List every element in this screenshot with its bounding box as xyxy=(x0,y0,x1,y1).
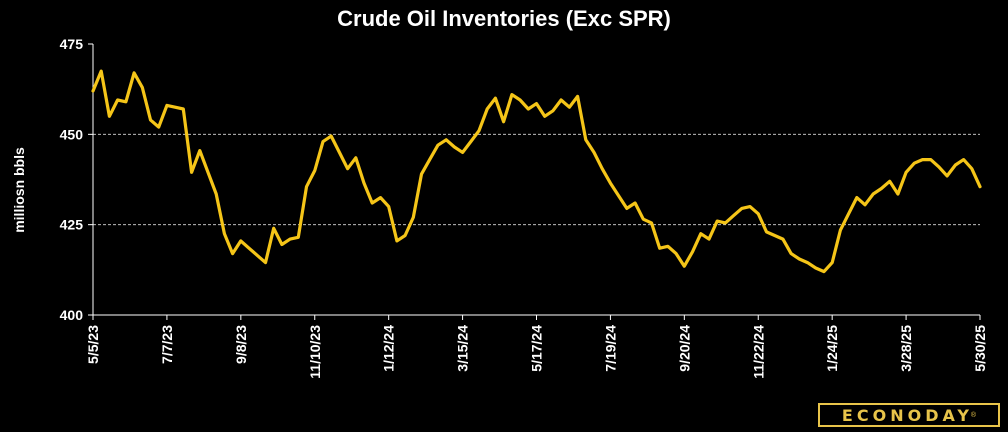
registered-mark: ® xyxy=(970,411,977,419)
x-tick-label: 7/19/24 xyxy=(602,325,618,372)
y-tick-label: 425 xyxy=(60,217,84,233)
brand-name: ECONODAY xyxy=(841,405,973,425)
x-tick-label: 7/7/23 xyxy=(159,325,175,364)
x-tick-label: 3/15/24 xyxy=(455,325,471,372)
x-tick-label: 5/30/25 xyxy=(972,325,988,372)
y-tick-label: 400 xyxy=(60,307,84,323)
y-tick-label: 475 xyxy=(60,36,84,52)
x-tick-label: 11/10/23 xyxy=(307,325,323,379)
axes xyxy=(88,43,981,320)
y-tick-label: 450 xyxy=(60,126,84,142)
grid-lines xyxy=(93,133,980,226)
series-line xyxy=(91,69,982,274)
x-tick-label: 1/24/25 xyxy=(824,325,840,372)
x-tick-label: 1/12/24 xyxy=(381,325,397,372)
x-tick-label: 11/22/24 xyxy=(750,325,766,379)
x-tick-label: 5/5/23 xyxy=(85,325,101,364)
chart-title: Crude Oil Inventories (Exc SPR) xyxy=(337,6,671,31)
tick-labels: 400 425 450 475 5/5/23 7/7/23 9/8/23 11/10/23 1/… xyxy=(60,36,988,379)
x-tick-label: 9/8/23 xyxy=(233,325,249,364)
x-tick-label: 3/28/25 xyxy=(898,325,914,372)
x-tick-label: 9/20/24 xyxy=(676,325,692,372)
x-tick-label: 5/17/24 xyxy=(529,325,545,372)
econoday-logo: ECONODAY ® xyxy=(818,403,1000,427)
y-axis-label: milliosn bbls xyxy=(11,147,27,233)
series-layer xyxy=(91,69,982,274)
